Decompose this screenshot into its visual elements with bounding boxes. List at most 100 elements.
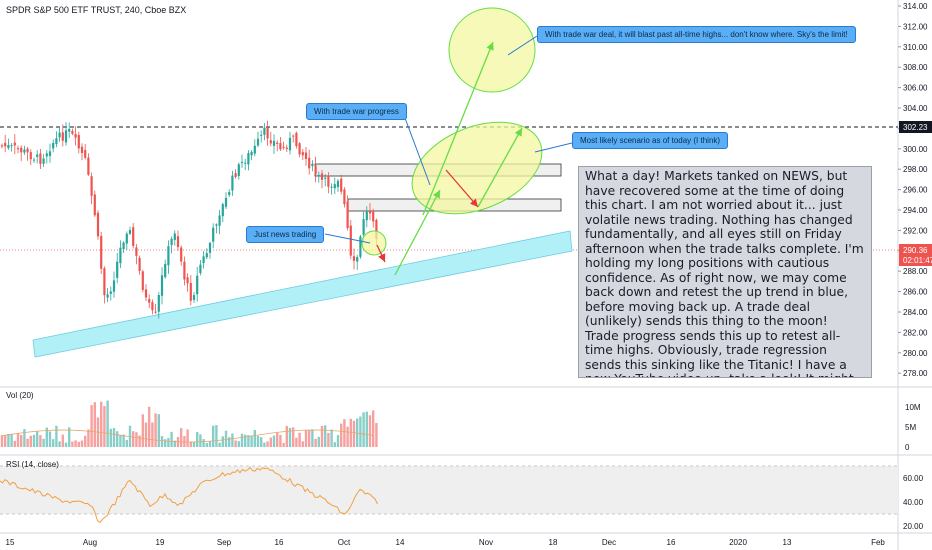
candle-body <box>26 148 29 153</box>
volume-bar <box>189 441 192 447</box>
volume-bar <box>317 436 320 447</box>
candle-body <box>317 174 320 176</box>
candle-body <box>186 277 189 284</box>
volume-bar <box>260 437 263 447</box>
commentary-note[interactable]: What a day! Markets tanked on NEWS, but … <box>578 166 872 378</box>
candle-body <box>298 143 301 155</box>
callout-most-likely[interactable]: Most likely scenario as of today (I thin… <box>572 132 729 149</box>
volume-bar <box>292 427 295 447</box>
volume-tick-5m: 5M <box>905 423 916 432</box>
volume-bar <box>276 432 279 447</box>
callout-pointer-blast <box>507 35 538 56</box>
candle-body <box>39 153 42 165</box>
price-tick-label: 298.00 <box>903 165 928 174</box>
volume-bar <box>45 427 48 447</box>
volume-bar <box>157 414 160 447</box>
callout-news-trading[interactable]: Just news trading <box>246 226 325 243</box>
volume-tick-10m: 10M <box>905 403 921 412</box>
news-drop-arrow <box>376 244 386 263</box>
candle-body <box>208 242 212 253</box>
candle-body <box>362 219 365 235</box>
candle-body <box>253 145 256 154</box>
candle-body <box>234 173 237 178</box>
candle-body <box>106 294 109 298</box>
time-axis-labels: 15 Aug 19 Sep 16 Oct 14 Nov 18 Dec 16 20… <box>6 538 886 547</box>
candle-body <box>224 197 228 207</box>
candle-body <box>135 247 138 256</box>
candle-body <box>205 253 208 258</box>
candle-body <box>100 235 103 269</box>
volume-bar <box>288 427 292 447</box>
callout-blast-off[interactable]: With trade war deal, it will blast past … <box>537 26 856 43</box>
price-tick-label: 292.00 <box>903 226 928 235</box>
volume-bar <box>58 441 61 447</box>
volume-bar <box>192 442 196 447</box>
volume-bar <box>74 440 77 447</box>
candle-body <box>250 152 253 156</box>
price-tick-label: 296.00 <box>903 186 928 195</box>
price-tick-label: 294.00 <box>903 206 928 215</box>
callout-trade-progress[interactable]: With trade war progress <box>306 103 407 120</box>
time-label: Sep <box>217 538 232 547</box>
volume-bar <box>368 415 372 447</box>
volume-bar <box>224 430 228 447</box>
candle-body <box>7 144 10 149</box>
blast-off-target-ellipse[interactable] <box>448 7 536 93</box>
price-tick-label: 286.00 <box>903 288 928 297</box>
volume-bar <box>13 440 16 447</box>
price-tick-label: 314.00 <box>903 2 928 11</box>
candle-body <box>365 211 368 221</box>
candle-body <box>308 157 311 169</box>
candle-body <box>16 148 20 150</box>
candle-body <box>340 178 343 192</box>
volume-bar <box>100 401 103 447</box>
pullback-arrow <box>445 169 479 208</box>
volume-bar <box>298 432 301 447</box>
time-label: 15 <box>6 538 15 547</box>
volume-tick-0: 0 <box>905 443 910 452</box>
ath-price-tag: 302.23 <box>903 123 928 132</box>
price-axis-labels: 314.00 312.00 310.00 308.00 306.00 304.00 302.… <box>898 2 928 378</box>
volume-bar <box>333 442 336 447</box>
volume-bar <box>167 438 170 447</box>
candle-body <box>151 302 154 311</box>
candle-body <box>93 194 96 216</box>
time-label: Feb <box>871 538 885 547</box>
volume-bar <box>87 429 90 447</box>
candle-body <box>352 256 356 261</box>
volume-bar <box>186 429 189 447</box>
volume-bar <box>205 442 208 447</box>
volume-bar <box>0 435 4 447</box>
volume-bar <box>349 418 352 447</box>
news-trading-ellipse[interactable] <box>361 230 387 256</box>
candle-body <box>119 247 122 264</box>
volume-bar <box>247 435 250 447</box>
time-label: 13 <box>783 538 792 547</box>
volume-pane-label: Vol (20) <box>6 391 34 400</box>
time-label: 16 <box>275 538 284 547</box>
candle-body <box>276 142 279 145</box>
most-likely-target-ellipse[interactable] <box>399 105 556 232</box>
price-tick-label: 284.00 <box>903 308 928 317</box>
candle-body <box>23 149 26 153</box>
volume-bar <box>122 434 125 447</box>
volume-bar <box>23 429 26 447</box>
volume-bar <box>170 431 173 447</box>
volume-bar <box>295 437 298 447</box>
rsi-tick-60: 60.00 <box>903 474 924 483</box>
candle-body <box>84 149 87 158</box>
candle-body <box>180 247 183 262</box>
volume-bar <box>10 434 13 447</box>
volume-bar <box>112 428 116 447</box>
candle-body <box>202 256 205 264</box>
volume-bar <box>144 422 148 447</box>
volume-bar <box>346 426 349 447</box>
candle-body <box>71 130 74 134</box>
candle-body <box>237 164 240 177</box>
volume-bar <box>250 435 253 447</box>
price-tick-label: 312.00 <box>903 22 928 31</box>
volume-bar <box>68 427 71 447</box>
trend-channel[interactable] <box>32 230 573 358</box>
volume-bar <box>125 439 128 447</box>
time-label: Oct <box>338 538 351 547</box>
